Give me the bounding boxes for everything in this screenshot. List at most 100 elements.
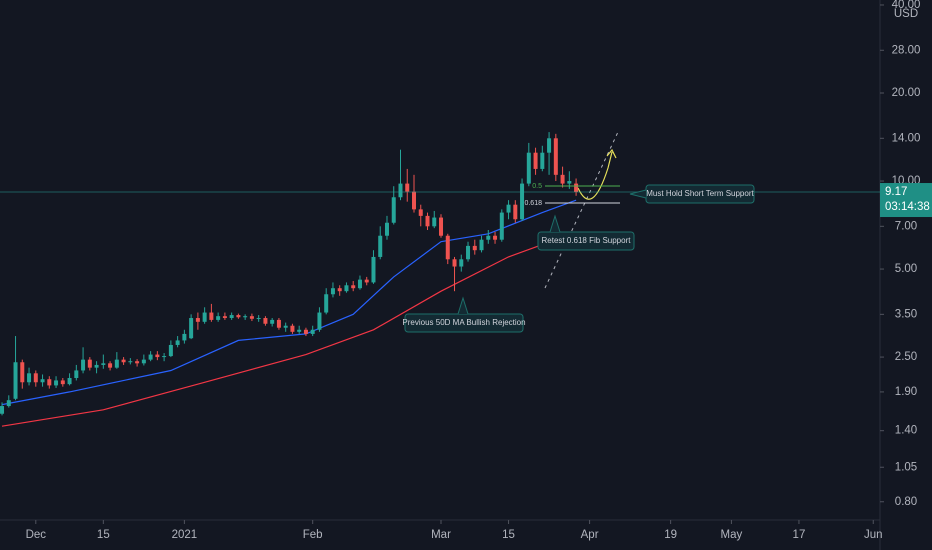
candle-body	[459, 259, 464, 267]
moving-average	[1, 199, 577, 406]
candle-body	[297, 329, 302, 332]
candle-body	[547, 138, 552, 153]
candle-body	[81, 359, 86, 371]
candle-body	[155, 354, 160, 358]
x-tick-label: Apr	[581, 529, 599, 541]
candle-body	[209, 312, 214, 320]
candle-body	[202, 312, 207, 322]
y-tick-label: 1.90	[895, 386, 917, 398]
candle-body	[168, 344, 173, 357]
y-tick-label: 2.50	[895, 351, 917, 363]
candle-body	[256, 318, 261, 320]
candle-body	[425, 215, 430, 227]
candle-body	[216, 316, 221, 320]
candle-body	[54, 380, 59, 386]
annotation-pointer	[549, 214, 561, 233]
candle-body	[411, 191, 416, 210]
candle-body	[175, 340, 180, 345]
candle-body	[229, 315, 234, 319]
x-tick-label: Dec	[26, 529, 47, 541]
candle-body	[472, 245, 477, 251]
y-tick-label: 0.80	[895, 496, 917, 508]
y-tick-label: 28.00	[892, 44, 921, 56]
candle-body	[94, 364, 99, 368]
x-tick-label: May	[721, 529, 743, 541]
projection-arrow	[606, 148, 617, 159]
candle-body	[182, 333, 187, 341]
candle-body	[290, 325, 295, 332]
candle-body	[121, 359, 126, 363]
candle-body	[222, 316, 227, 319]
candle-body	[432, 217, 437, 227]
candle-body	[141, 359, 146, 364]
candle-body	[351, 285, 356, 289]
candle-body	[540, 152, 545, 169]
candle-body	[67, 378, 72, 385]
candle-body	[6, 400, 11, 407]
annotation: Must Hold Short Term Support	[646, 189, 754, 198]
candle-body	[574, 183, 579, 193]
candle-body	[74, 370, 79, 379]
candle-body	[533, 152, 538, 169]
candle-body	[148, 354, 153, 360]
x-tick-label: 19	[664, 529, 677, 541]
candle-body	[493, 235, 498, 240]
candle-body	[364, 279, 369, 283]
y-tick-label: 20.00	[892, 87, 921, 99]
candle-body	[357, 279, 362, 289]
candle-body	[162, 356, 167, 358]
candle-body	[27, 373, 32, 383]
y-tick-label: 14.00	[892, 132, 921, 144]
y-tick-label: 7.00	[895, 220, 917, 232]
candle-body	[303, 329, 308, 334]
countdown: 03:14:38	[885, 201, 930, 213]
candle-body	[195, 318, 200, 322]
candle-body	[452, 259, 457, 267]
candle-body	[560, 174, 565, 184]
candle-body	[445, 235, 450, 260]
y-tick-label: 1.40	[895, 425, 917, 437]
candle-body	[526, 152, 531, 184]
annotation-pointer	[629, 189, 647, 199]
y-tick-label: 40.00	[892, 0, 921, 11]
moving-average	[1, 239, 557, 427]
candle-body	[243, 316, 248, 318]
candle-body	[506, 204, 511, 213]
candle-body	[384, 222, 389, 236]
candle-body	[135, 361, 140, 364]
candle-body	[270, 319, 275, 324]
x-tick-label: Feb	[303, 529, 323, 541]
x-tick-label: Mar	[431, 529, 451, 541]
candle-body	[513, 204, 518, 220]
candle-body	[101, 363, 106, 365]
annotation-pointer	[457, 296, 469, 315]
candle-body	[13, 362, 18, 399]
candle-body	[371, 256, 376, 283]
y-tick-label: 5.00	[895, 263, 917, 275]
candle-body	[405, 183, 410, 192]
fib-label: 0.5	[532, 183, 542, 190]
candle-body	[114, 359, 119, 368]
x-tick-label: 15	[502, 529, 515, 541]
candle-body	[567, 181, 572, 184]
candle-body	[398, 183, 403, 198]
candle-body	[87, 359, 92, 368]
candle-body	[249, 316, 254, 319]
candle-body	[344, 285, 349, 292]
x-tick-label: 15	[97, 529, 110, 541]
candle-body	[128, 361, 133, 363]
candle-body	[479, 239, 484, 251]
candle-body	[337, 288, 342, 292]
fib-label: 0.618	[524, 200, 542, 207]
candle-body	[263, 318, 268, 324]
candle-body	[310, 329, 315, 334]
candle-body	[439, 217, 444, 236]
candle-body	[189, 318, 194, 339]
candle-body	[378, 235, 383, 257]
candle-body	[499, 212, 504, 240]
price-badge	[880, 183, 932, 218]
candle-body	[466, 245, 471, 260]
x-tick-label: 2021	[172, 529, 198, 541]
